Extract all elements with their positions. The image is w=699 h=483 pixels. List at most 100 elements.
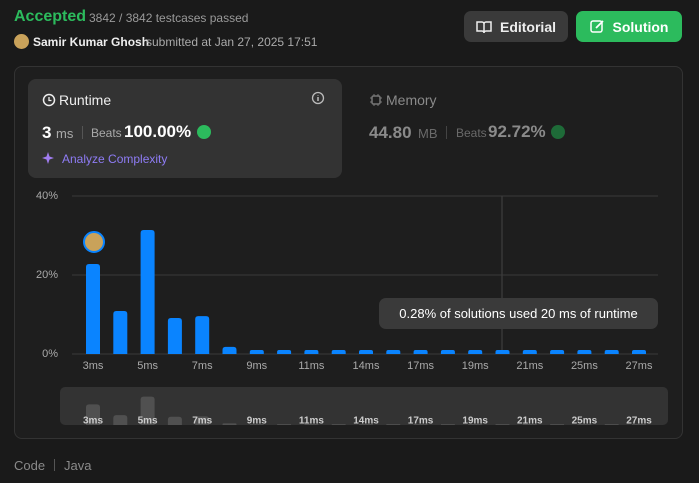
x-tick-label: 3ms bbox=[83, 360, 104, 372]
x-tick-label: 25ms bbox=[571, 360, 598, 372]
solution-label: Solution bbox=[612, 18, 669, 35]
x-tick-label: 14ms bbox=[353, 360, 380, 372]
runtime-label: Runtime bbox=[59, 92, 112, 108]
mini-x-label: 27ms bbox=[626, 416, 652, 427]
memory-beats: 92.72% bbox=[488, 122, 546, 141]
language: Java bbox=[64, 458, 92, 473]
runtime-card[interactable] bbox=[28, 79, 342, 178]
mini-x-label: 5ms bbox=[138, 416, 158, 427]
bar bbox=[140, 229, 155, 354]
x-tick-label: 17ms bbox=[407, 360, 434, 372]
beats-icon bbox=[197, 125, 211, 139]
bar bbox=[222, 346, 237, 354]
bar bbox=[113, 310, 128, 354]
sparkle-icon bbox=[42, 152, 54, 164]
y-tick-label: 40% bbox=[36, 190, 58, 202]
x-tick-label: 21ms bbox=[516, 360, 543, 372]
bar bbox=[386, 350, 401, 354]
mini-x-label: 7ms bbox=[192, 416, 212, 427]
author[interactable]: Samir Kumar Ghosh bbox=[33, 35, 150, 49]
bar bbox=[577, 350, 592, 354]
separator bbox=[446, 126, 447, 139]
range-navigator[interactable] bbox=[60, 387, 668, 425]
mini-bar bbox=[277, 424, 292, 425]
mini-x-label: 9ms bbox=[247, 416, 267, 427]
mini-bar bbox=[577, 424, 592, 425]
x-tick-label: 5ms bbox=[137, 360, 158, 372]
code-label: Code bbox=[14, 458, 46, 473]
memory-value: 44.80 bbox=[369, 123, 412, 142]
separator bbox=[82, 126, 83, 139]
x-tick-label: 7ms bbox=[192, 360, 213, 372]
info-icon[interactable] bbox=[311, 91, 325, 105]
bar bbox=[359, 350, 373, 354]
mini-bar bbox=[249, 424, 264, 425]
mini-bar bbox=[632, 424, 646, 425]
bar bbox=[249, 350, 264, 354]
chip-icon bbox=[370, 94, 382, 106]
bar bbox=[604, 350, 619, 354]
mini-bar bbox=[522, 424, 537, 425]
memory-label: Memory bbox=[386, 92, 437, 108]
analyze-link[interactable]: Analyze Complexity bbox=[62, 152, 168, 166]
mini-bar bbox=[413, 424, 428, 425]
mini-bar bbox=[468, 424, 483, 425]
mini-bar bbox=[222, 423, 237, 425]
bar bbox=[167, 318, 182, 354]
editorial-button[interactable]: Editorial bbox=[464, 11, 568, 42]
bar bbox=[468, 350, 483, 354]
bar bbox=[495, 350, 510, 354]
clock-icon bbox=[42, 93, 56, 107]
editorial-label: Editorial bbox=[499, 18, 556, 35]
runtime-unit: ms bbox=[56, 126, 74, 141]
x-tick-label: 9ms bbox=[246, 360, 267, 372]
bar bbox=[331, 350, 346, 354]
mini-bar bbox=[386, 424, 401, 425]
book-icon bbox=[476, 20, 492, 33]
avatar bbox=[14, 34, 29, 49]
bar bbox=[440, 350, 455, 354]
edit-icon bbox=[589, 20, 604, 33]
user-marker bbox=[83, 231, 105, 253]
x-tick-label: 27ms bbox=[626, 360, 653, 372]
runtime-value: 3 bbox=[42, 123, 52, 142]
bar bbox=[550, 350, 565, 354]
mini-bar bbox=[195, 416, 210, 425]
mini-bar bbox=[359, 424, 373, 425]
y-tick-label: 20% bbox=[36, 269, 58, 281]
mini-x-label: 21ms bbox=[517, 416, 543, 427]
memory-beats-label: Beats bbox=[456, 126, 487, 140]
status: Accepted bbox=[14, 8, 87, 25]
mini-bar bbox=[86, 404, 100, 425]
bar bbox=[522, 350, 537, 354]
beats-icon bbox=[551, 125, 565, 139]
mini-x-label: 17ms bbox=[408, 416, 434, 427]
mini-bar bbox=[604, 424, 619, 425]
y-tick-label: 0% bbox=[42, 348, 58, 360]
bar bbox=[413, 350, 428, 354]
mini-bar bbox=[304, 424, 319, 425]
tooltip: 0.28% of solutions used 20 ms of runtime bbox=[379, 298, 658, 329]
mini-x-label: 11ms bbox=[299, 416, 324, 427]
mini-bar bbox=[113, 415, 128, 425]
bar bbox=[304, 350, 319, 354]
mini-bar bbox=[550, 424, 565, 425]
bar bbox=[277, 350, 292, 354]
memory-unit: MB bbox=[418, 126, 438, 141]
mini-bar bbox=[140, 396, 155, 425]
mini-x-label: 25ms bbox=[572, 416, 598, 427]
mini-x-label: 14ms bbox=[353, 416, 379, 427]
mini-x-label: 3ms bbox=[83, 416, 103, 427]
runtime-beats-label: Beats bbox=[91, 126, 122, 140]
mini-x-label: 19ms bbox=[462, 416, 488, 427]
bar bbox=[195, 316, 210, 354]
mini-bar bbox=[495, 424, 510, 425]
mini-bar bbox=[167, 416, 182, 425]
x-tick-label: 19ms bbox=[462, 360, 489, 372]
mini-bar bbox=[440, 424, 455, 425]
testcases: 3842 / 3842 testcases passed bbox=[89, 11, 249, 25]
separator bbox=[54, 459, 55, 471]
solution-button[interactable]: Solution bbox=[576, 11, 682, 42]
